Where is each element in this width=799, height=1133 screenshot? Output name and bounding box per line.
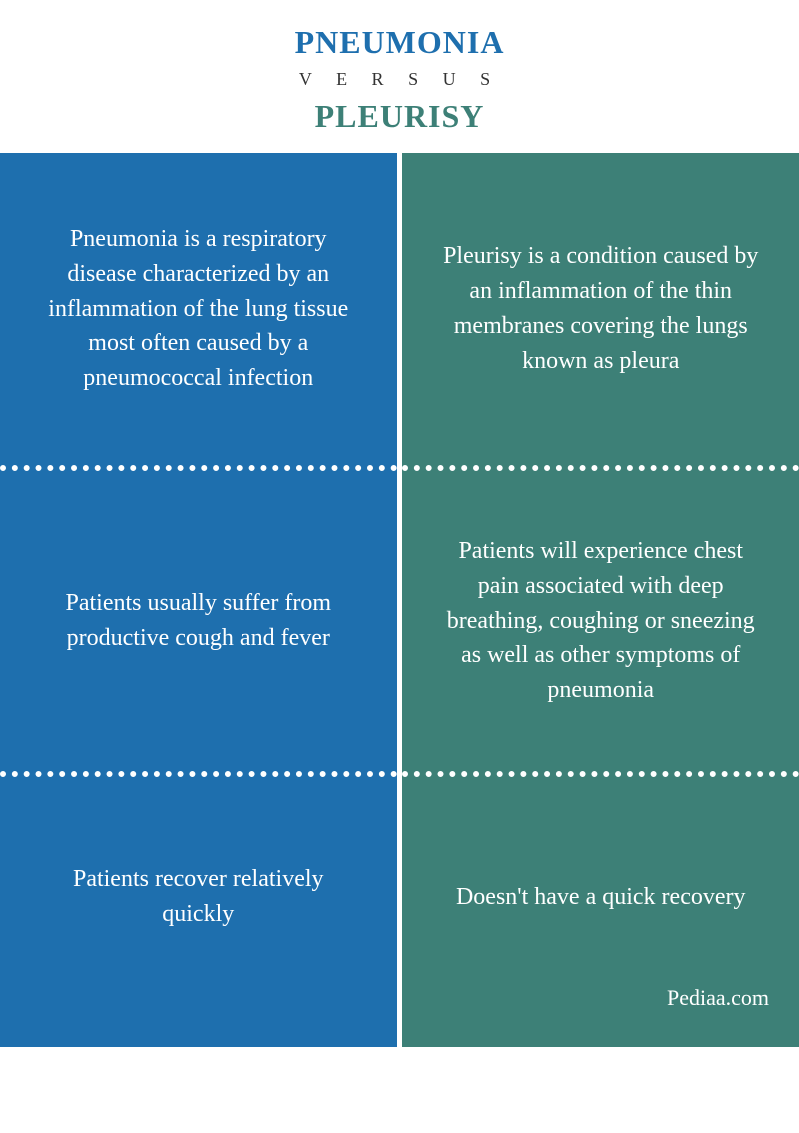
column-right: Pleurisy is a condition caused by an inf…	[402, 153, 799, 1047]
title-top: PNEUMONIA	[0, 24, 799, 61]
header: PNEUMONIA V E R S U S PLEURISY	[0, 0, 799, 153]
right-cell-definition: Pleurisy is a condition caused by an inf…	[402, 153, 799, 465]
left-cell-symptoms: Patients usually suffer from productive …	[0, 471, 397, 771]
comparison-grid: Pneumonia is a respiratory disease chara…	[0, 153, 799, 1047]
infographic-wrapper: PNEUMONIA V E R S U S PLEURISY Pneumonia…	[0, 0, 799, 1047]
left-cell-recovery: Patients recover relatively quickly	[0, 777, 397, 1047]
left-cell-definition: Pneumonia is a respiratory disease chara…	[0, 153, 397, 465]
column-left: Pneumonia is a respiratory disease chara…	[0, 153, 397, 1047]
title-bottom: PLEURISY	[0, 98, 799, 135]
versus-label: V E R S U S	[0, 69, 799, 90]
footer-credit: Pediaa.com	[667, 985, 769, 1011]
right-cell-symptoms: Patients will experience chest pain asso…	[402, 471, 799, 771]
